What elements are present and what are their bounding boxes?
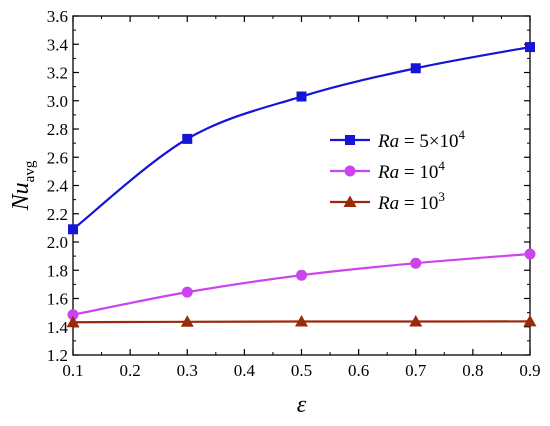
y-tick-label: 2.2	[47, 205, 68, 224]
y-tick-label: 1.2	[47, 346, 68, 365]
y-tick-label: 2.6	[47, 148, 68, 167]
y-tick-label: 3.2	[47, 64, 68, 83]
data-point	[410, 63, 421, 74]
y-tick-label: 3.4	[47, 35, 69, 54]
legend-marker	[343, 195, 357, 207]
series-layer	[66, 42, 537, 328]
legend-item: Ra = 103	[330, 189, 445, 214]
legend-label-var: Ra	[377, 193, 399, 214]
legend-label: Ra = 103	[377, 189, 445, 214]
legend-label-value: = 10	[399, 193, 438, 214]
legend-label-var: Ra	[377, 162, 399, 183]
x-tick-label: 0.2	[120, 361, 141, 380]
data-point	[68, 224, 78, 235]
legend-marker	[344, 165, 356, 177]
series-triangle	[66, 314, 537, 328]
data-point	[295, 315, 308, 327]
legend-label-value: = 10	[399, 162, 438, 183]
legend-marker	[345, 135, 355, 145]
data-point	[524, 248, 536, 260]
x-tick-label: 0.3	[177, 361, 198, 380]
x-tick-label: 0.9	[519, 361, 540, 380]
y-tick-label: 2.8	[47, 120, 68, 139]
data-point	[181, 286, 193, 298]
data-point	[410, 257, 422, 269]
y-tick-label: 1.4	[47, 318, 69, 337]
x-tick-label: 0.5	[291, 361, 312, 380]
x-axis-title: ε	[297, 392, 307, 418]
data-point	[67, 309, 79, 321]
data-point	[66, 315, 80, 328]
legend-label-exponent: 3	[438, 189, 445, 204]
x-tick-label: 0.7	[405, 361, 427, 380]
legend-item: Ra = 5×104	[330, 127, 466, 152]
data-point	[182, 133, 193, 144]
data-point	[409, 315, 423, 327]
series-circle	[67, 248, 536, 321]
data-point	[296, 91, 307, 102]
x-tick-label: 0.1	[62, 361, 83, 380]
y-axis-title: Nuavg	[8, 160, 38, 211]
y-tick-label: 3.0	[47, 92, 68, 111]
data-point	[525, 42, 535, 53]
legend-label: Ra = 5×104	[377, 127, 466, 152]
data-point	[180, 315, 194, 327]
legend-label-value: = 5×10	[399, 131, 458, 152]
y-axis-title-main: Nu	[8, 182, 34, 211]
data-point	[296, 269, 307, 281]
y-tick-label: 2.0	[47, 233, 68, 252]
x-tick-label: 0.4	[234, 361, 256, 380]
legend-label-exponent: 4	[459, 127, 466, 142]
legend-item: Ra = 104	[330, 158, 445, 183]
series-square	[68, 42, 535, 235]
data-point	[523, 314, 537, 327]
y-tick-label: 1.6	[47, 290, 68, 309]
y-tick-label: 2.4	[47, 177, 69, 196]
y-axis-title-sub: avg	[22, 160, 38, 182]
legend-label: Ra = 104	[377, 158, 445, 183]
x-tick-label: 0.8	[462, 361, 483, 380]
series-line	[72, 252, 531, 316]
y-tick-label: 1.8	[47, 261, 68, 280]
y-tick-label: 3.6	[47, 7, 68, 26]
legend-label-var: Ra	[377, 131, 399, 152]
plot-frame	[72, 15, 531, 356]
axes-layer: 0.1 0.2 0.3 0.4 0.5 0.6 0.7 0.8 0.9 1.2 1.4 1.6 1.8 2…	[8, 7, 541, 418]
legend-label-exponent: 4	[438, 158, 445, 173]
x-tick-label: 0.6	[348, 361, 369, 380]
